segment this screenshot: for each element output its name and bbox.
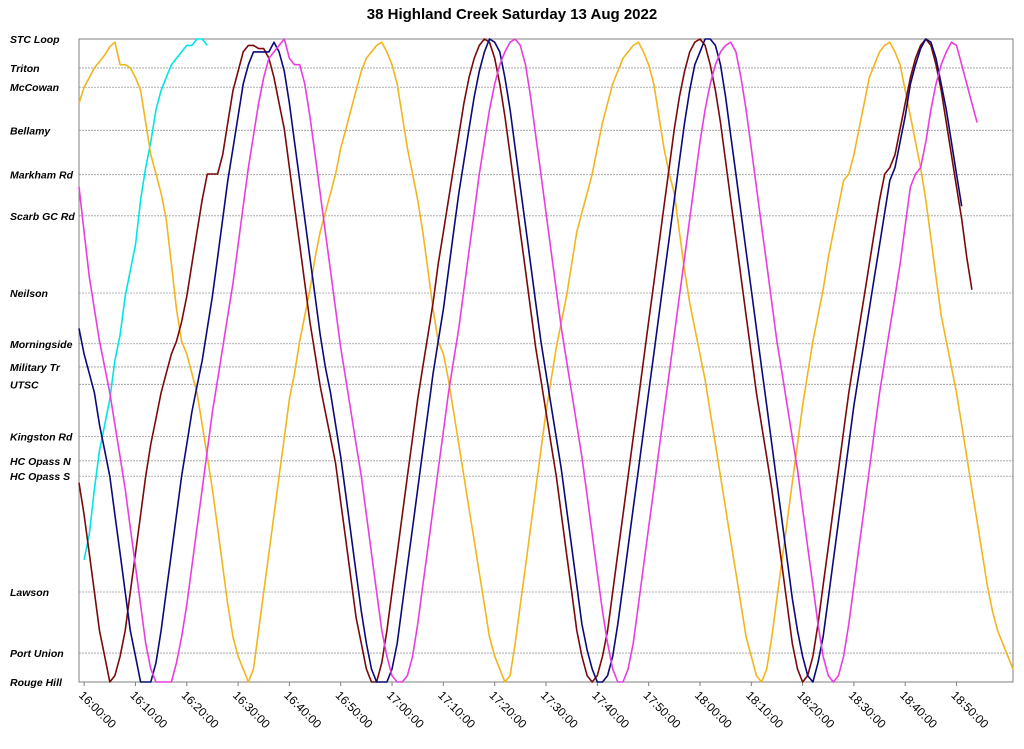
stop-label: Kingston Rd xyxy=(10,431,73,443)
stop-label: Morningside xyxy=(10,339,73,351)
stop-label: Port Union xyxy=(10,648,64,660)
x-tick-label: 17:20:00 xyxy=(487,688,530,731)
x-tick-label: 17:30:00 xyxy=(538,688,581,731)
stop-label: Markham Rd xyxy=(10,170,74,182)
stop-label: Triton xyxy=(10,63,40,75)
x-tick-label: 16:40:00 xyxy=(281,688,324,731)
stop-label: Scarb GC Rd xyxy=(10,211,75,223)
x-tick-label: 16:10:00 xyxy=(127,688,170,731)
stop-label: HC Opass N xyxy=(10,456,71,468)
x-tick-label: 17:10:00 xyxy=(435,688,478,731)
stop-label: UTSC xyxy=(10,379,39,391)
x-tick-label: 18:20:00 xyxy=(794,688,837,731)
x-tick-label: 16:20:00 xyxy=(179,688,222,731)
stop-label: Rouge Hill xyxy=(10,677,63,689)
series-line xyxy=(78,41,1014,683)
x-tick-label: 16:50:00 xyxy=(333,688,376,731)
x-tick-label: 17:50:00 xyxy=(641,688,684,731)
x-tick-label: 18:30:00 xyxy=(846,688,889,731)
x-tick-label: 18:00:00 xyxy=(692,688,735,731)
x-tick-label: 17:00:00 xyxy=(384,688,427,731)
stop-label: McCowan xyxy=(10,82,59,94)
series-line xyxy=(78,38,978,683)
x-tick-label: 18:40:00 xyxy=(897,688,940,731)
x-tick-label: 16:00:00 xyxy=(76,688,119,731)
x-tick-label: 18:10:00 xyxy=(743,688,786,731)
chart-title: 38 Highland Creek Saturday 13 Aug 2022 xyxy=(366,6,658,23)
x-tick-label: 16:30:00 xyxy=(230,688,273,731)
stop-label: Military Tr xyxy=(10,362,61,374)
series-line xyxy=(83,38,208,560)
stop-label: Lawson xyxy=(10,587,49,599)
series-line xyxy=(78,38,973,683)
x-tick-label: 18:50:00 xyxy=(948,688,991,731)
stop-label: STC Loop xyxy=(10,34,60,46)
stop-label: HC Opass S xyxy=(10,471,70,483)
stop-label: Neilson xyxy=(10,288,48,300)
plot-frame xyxy=(78,38,1014,683)
stop-label: Bellamy xyxy=(10,125,51,137)
series-line xyxy=(78,38,963,683)
x-tick-label: 17:40:00 xyxy=(589,688,632,731)
